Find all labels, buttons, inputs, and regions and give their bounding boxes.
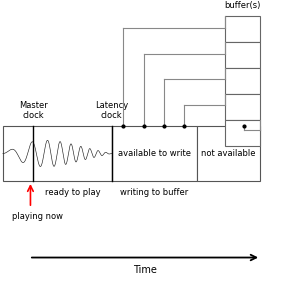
Bar [225, 42, 260, 68]
Bar [197, 126, 260, 181]
Bar [112, 126, 197, 181]
Text: Master
clock: Master clock [19, 101, 48, 120]
Text: ready to play: ready to play [45, 188, 100, 197]
Text: Latency
clock: Latency clock [95, 101, 128, 120]
Text: not available: not available [201, 149, 255, 158]
Text: available to write: available to write [118, 149, 191, 158]
Bar [3, 126, 112, 181]
Text: Input
buffer(s): Input buffer(s) [224, 0, 260, 10]
Bar [225, 120, 260, 146]
Text: Time: Time [133, 265, 157, 275]
Text: writing to buffer: writing to buffer [120, 188, 188, 197]
Bar [225, 68, 260, 94]
Bar [225, 94, 260, 120]
Text: playing now: playing now [12, 212, 63, 221]
Bar [225, 16, 260, 42]
